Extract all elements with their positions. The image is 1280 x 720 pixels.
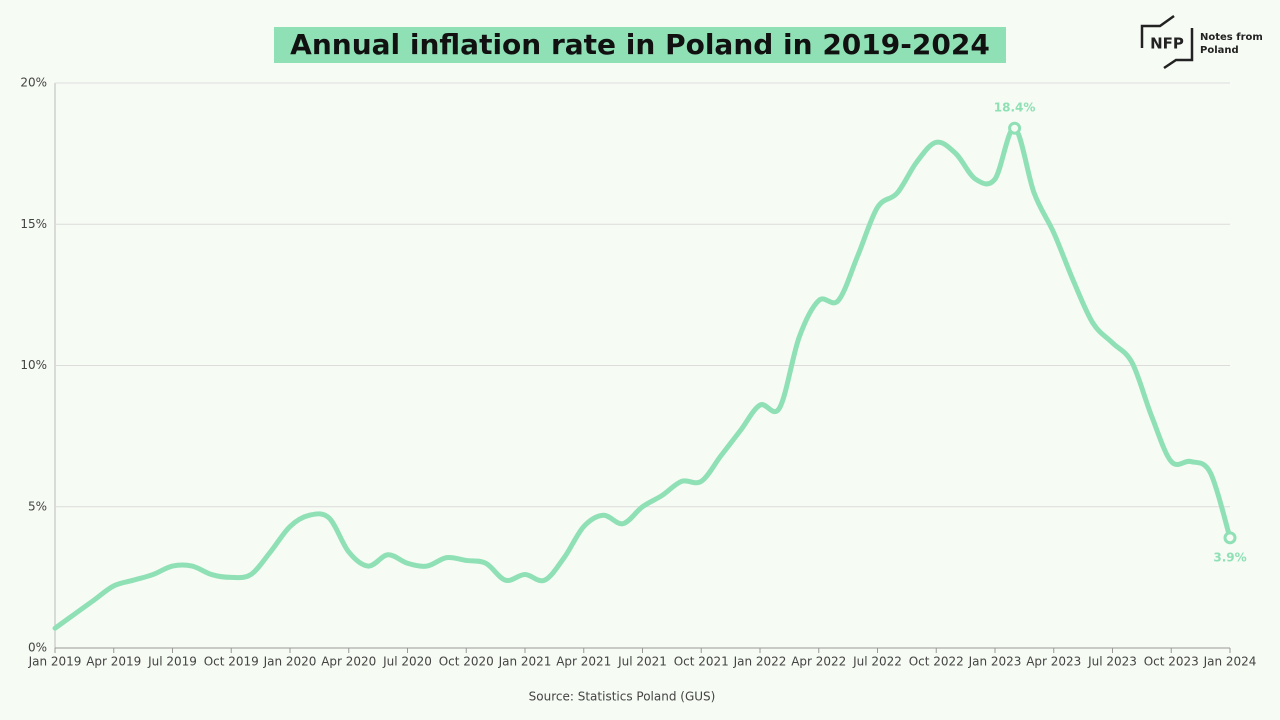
data-label: 3.9% bbox=[1213, 550, 1246, 564]
x-tick-label: Jul 2021 bbox=[617, 655, 667, 669]
logo-text: Notes from bbox=[1200, 32, 1263, 43]
x-tick-label: Apr 2022 bbox=[791, 655, 846, 669]
chart-title: Annual inflation rate in Poland in 2019-… bbox=[290, 28, 990, 61]
logo-text: Poland bbox=[1200, 45, 1239, 56]
x-tick-label: Oct 2021 bbox=[674, 655, 729, 669]
y-tick-label: 10% bbox=[20, 358, 47, 372]
x-tick-label: Apr 2019 bbox=[86, 655, 141, 669]
x-tick-label: Apr 2023 bbox=[1026, 655, 1081, 669]
logo: NFP Notes from Poland bbox=[1140, 14, 1263, 70]
logo-frame bbox=[1140, 14, 1194, 70]
x-tick-label: Jan 2019 bbox=[28, 655, 82, 669]
x-tick-label: Jan 2022 bbox=[733, 655, 787, 669]
source: Source: Statistics Poland (GUS) bbox=[529, 690, 716, 704]
x-tick-label: Jan 2021 bbox=[498, 655, 552, 669]
y-tick-label: 5% bbox=[28, 499, 47, 513]
x-tick-label: Apr 2021 bbox=[556, 655, 611, 669]
logo-mark: NFP bbox=[1150, 35, 1184, 53]
x-tick-label: Jan 2023 bbox=[968, 655, 1022, 669]
x-tick-label: Apr 2020 bbox=[321, 655, 376, 669]
line bbox=[52, 125, 1233, 631]
x-tick-label: Jul 2023 bbox=[1087, 655, 1137, 669]
x-tick-label: Jan 2024 bbox=[1203, 655, 1257, 669]
x-tick-label: Jan 2020 bbox=[263, 655, 317, 669]
title-highlight bbox=[274, 27, 1006, 63]
point bbox=[1008, 121, 1022, 135]
x-tick-label: Oct 2023 bbox=[1144, 655, 1199, 669]
y-tick-label: 0% bbox=[28, 641, 47, 655]
y-tick-label: 15% bbox=[20, 217, 47, 231]
x-tick-label: Jul 2020 bbox=[382, 655, 432, 669]
x-tick-label: Jul 2022 bbox=[852, 655, 902, 669]
y-tick-label: 20% bbox=[20, 76, 47, 90]
x-tick-label: Oct 2020 bbox=[439, 655, 494, 669]
x-tick-label: Oct 2022 bbox=[909, 655, 964, 669]
data-label: 18.4% bbox=[994, 101, 1036, 115]
x-tick-label: Jul 2019 bbox=[147, 655, 197, 669]
x-tick-label: Oct 2019 bbox=[204, 655, 259, 669]
point bbox=[1223, 531, 1237, 545]
